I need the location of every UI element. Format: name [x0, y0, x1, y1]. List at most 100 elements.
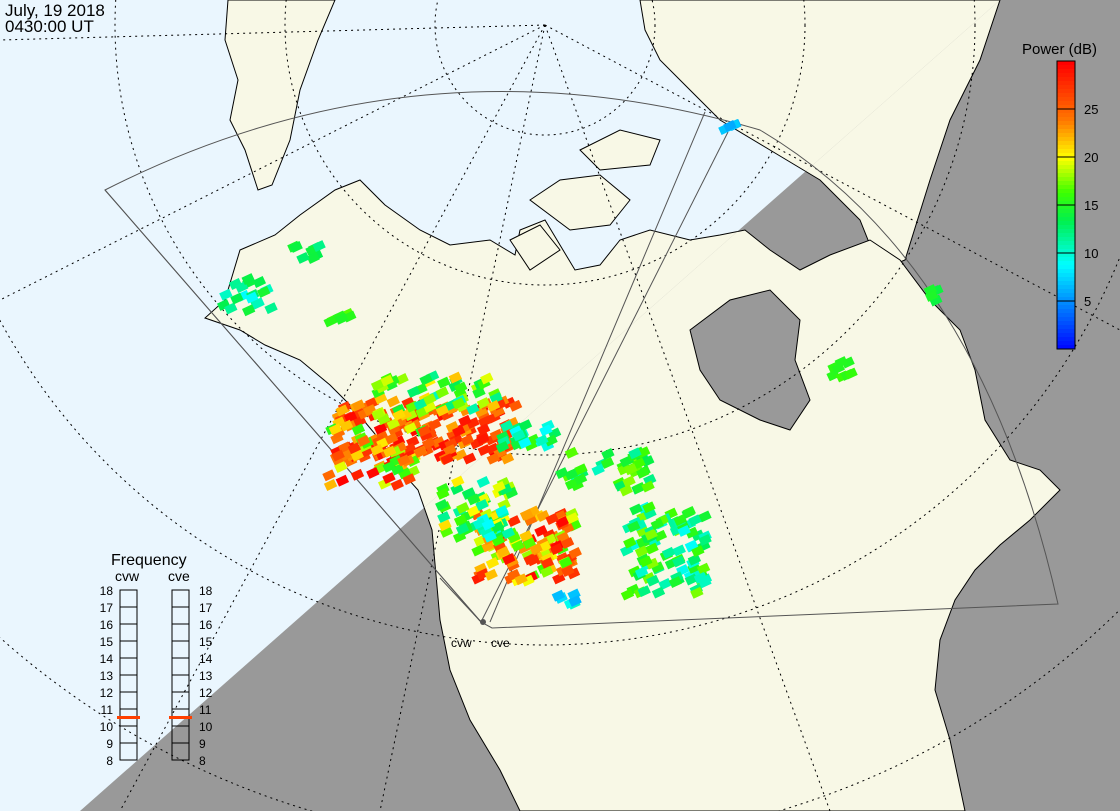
power-colorbar: Power (dB) 5 10 15 20 25: [1022, 41, 1098, 350]
frequency-tick-label-right: 10: [199, 720, 213, 734]
radar-cell: [929, 294, 943, 307]
radar-cell: [476, 568, 490, 581]
radar-cell: [524, 439, 538, 452]
meridian-line: [544, 24, 1120, 331]
radar-cell: [661, 546, 676, 559]
colorbar-segment: [1057, 181, 1075, 186]
radar-cell: [484, 568, 498, 581]
radar-cell: [384, 432, 399, 445]
frequency-tick-label-right: 11: [199, 703, 212, 717]
colorbar-segment: [1057, 69, 1075, 74]
radar-cell: [540, 565, 554, 578]
radar-cell: [723, 120, 737, 132]
radar-cell: [453, 448, 468, 461]
radar-cell: [476, 397, 491, 410]
radar-cell: [834, 356, 848, 369]
radar-cell: [844, 367, 858, 380]
radar-cell: [439, 525, 454, 538]
colorbar-segment: [1057, 89, 1075, 94]
radar-cell: [404, 422, 418, 435]
radar-cell: [651, 586, 666, 599]
radar-cell: [690, 586, 704, 599]
frequency-tick-label-right: 16: [199, 618, 213, 632]
radar-cell: [641, 480, 655, 493]
radar-cell: [350, 468, 365, 481]
radar-cell: [476, 423, 491, 436]
radar-cell: [924, 289, 939, 302]
radar-cell: [495, 505, 509, 517]
radar-cell: [637, 585, 651, 598]
cvw-fov-left-edge: [104, 189, 482, 623]
radar-cell: [645, 557, 659, 570]
colorbar-segment: [1057, 265, 1075, 270]
radar-cell: [672, 555, 686, 568]
meridian-line: [544, 24, 831, 811]
frequency-tick-label-left: 12: [100, 686, 114, 700]
radar-cell: [698, 533, 712, 546]
radar-cell: [642, 501, 656, 514]
radar-cell: [696, 562, 711, 575]
radar-cell: [624, 463, 638, 476]
radar-cell: [687, 553, 702, 566]
radar-cell: [373, 392, 388, 405]
colorbar-segment: [1057, 201, 1075, 206]
radar-cell: [440, 453, 454, 466]
radar-cell: [639, 555, 653, 568]
radar-cell: [600, 456, 615, 469]
radar-cell: [668, 576, 683, 589]
colorbar-tick-label: 15: [1084, 198, 1098, 213]
radar-cell: [386, 395, 400, 408]
radar-cell: [534, 524, 548, 537]
radar-cell: [435, 499, 449, 511]
frequency-tick-label-right: 15: [199, 635, 213, 649]
radar-cell: [502, 553, 516, 566]
land-siberia: [224, 0, 336, 191]
radar-cell: [536, 510, 550, 522]
colorbar-segment: [1057, 209, 1075, 214]
frequency-tick-label-left: 13: [100, 669, 114, 683]
radar-cell: [373, 422, 388, 435]
radar-cell: [486, 399, 501, 412]
radar-cell: [565, 512, 579, 525]
radar-cell: [477, 415, 492, 428]
colorbar-segment: [1057, 81, 1075, 86]
radar-cell: [636, 466, 650, 479]
radar-cell: [428, 418, 442, 431]
radar-cell: [559, 556, 573, 569]
radar-cell: [230, 292, 244, 305]
radar-cell: [421, 437, 436, 450]
colorbar-segment: [1057, 225, 1075, 230]
radar-cell: [228, 278, 243, 290]
radar-cell: [628, 565, 642, 578]
radar-cell: [491, 534, 505, 547]
radar-cell: [419, 373, 433, 386]
colorbar-segment: [1057, 329, 1075, 334]
date-label: July, 19 2018: [5, 1, 105, 20]
radar-cell: [514, 573, 528, 586]
radar-cell: [636, 525, 650, 538]
radar-cell: [350, 449, 364, 462]
radar-cell: [452, 530, 467, 543]
radar-cell: [481, 518, 496, 531]
radar-cell: [521, 574, 535, 587]
radar-cell: [382, 460, 396, 473]
radar-cell: [335, 404, 349, 417]
radar-cell: [628, 465, 642, 478]
colorbar-segment: [1057, 65, 1075, 70]
radar-cell: [481, 540, 495, 553]
radar-cell: [397, 454, 411, 467]
colorbar-tick-label: 10: [1084, 246, 1098, 261]
radar-cell: [500, 452, 515, 465]
radar-cell: [561, 565, 575, 578]
colorbar-segment: [1057, 333, 1075, 338]
radar-cell: [451, 397, 466, 410]
radar-cell: [643, 507, 657, 520]
radar-cell: [685, 526, 699, 539]
colorbar-segment: [1057, 117, 1075, 122]
radar-cell: [453, 514, 468, 527]
radar-cell: [691, 529, 705, 542]
radar-cell: [257, 285, 271, 298]
radar-cell: [382, 472, 396, 485]
radar-cell: [672, 544, 686, 557]
